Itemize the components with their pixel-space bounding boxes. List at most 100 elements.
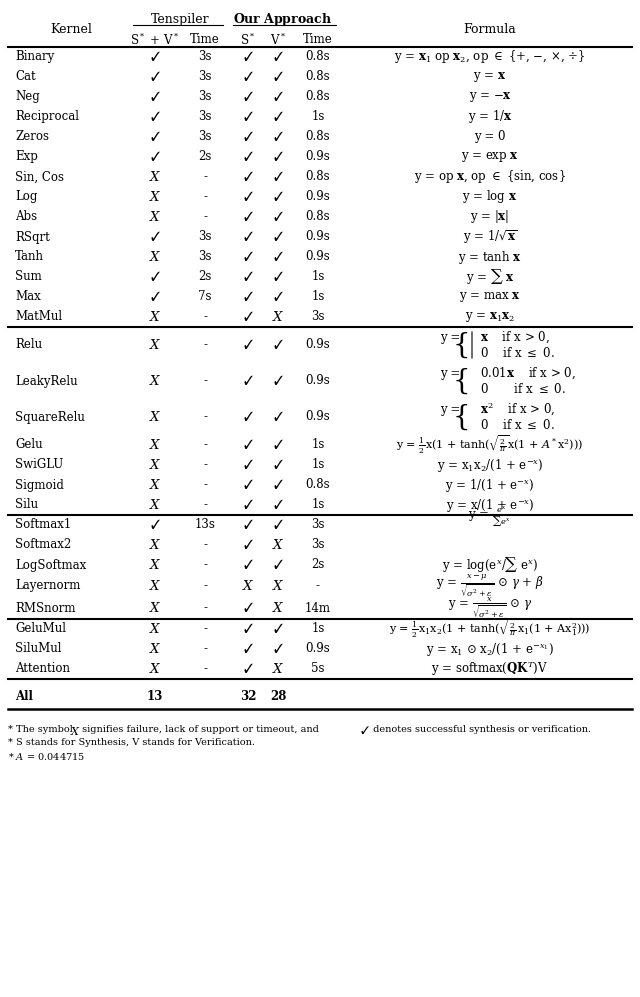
Text: $\checkmark$: $\checkmark$ [243,478,253,492]
Text: Exp: Exp [15,151,38,164]
Text: Softmax2: Softmax2 [15,538,71,551]
Text: 1s: 1s [311,498,324,511]
Text: $\checkmark$: $\checkmark$ [243,250,253,264]
Text: $\checkmark$: $\checkmark$ [273,150,284,164]
Text: $\checkmark$: $\checkmark$ [273,170,284,184]
Text: -: - [203,339,207,352]
Text: y = x$_1$x$_2$/(1 + e$^{-x}$): y = x$_1$x$_2$/(1 + e$^{-x}$) [436,457,543,474]
Text: -: - [203,170,207,183]
Text: SquareRelu: SquareRelu [15,411,85,424]
Text: $\checkmark$: $\checkmark$ [273,290,284,304]
Text: $\checkmark$: $\checkmark$ [243,310,253,324]
Text: $\checkmark$: $\checkmark$ [150,70,161,84]
Text: Max: Max [15,290,41,303]
Text: $\mathbf{\mathit{X}}$: $\mathbf{\mathit{X}}$ [148,662,161,676]
Text: SwiGLU: SwiGLU [15,459,63,472]
Text: $\checkmark$: $\checkmark$ [273,90,284,104]
Text: y = |$\mathbf{x}$|: y = |$\mathbf{x}$| [470,208,509,225]
Text: $\mathit{\mathbf{Our\ Approach}}$: $\mathit{\mathbf{Our\ Approach}}$ [234,12,333,29]
Text: 3s: 3s [198,131,212,144]
Text: $\checkmark$: $\checkmark$ [243,50,253,64]
Text: y = exp $\mathbf{x}$: y = exp $\mathbf{x}$ [461,150,519,164]
Text: $\mathbf{\mathit{X}}$: $\mathbf{\mathit{X}}$ [70,725,81,737]
Text: LeakyRelu: LeakyRelu [15,375,77,388]
Text: 0    if x $\leq$ 0.: 0 if x $\leq$ 0. [480,346,555,360]
Text: $\mathbf{\mathit{X}}$: $\mathbf{\mathit{X}}$ [148,338,161,352]
Text: Softmax1: Softmax1 [15,518,71,531]
Text: Reciprocal: Reciprocal [15,111,79,124]
Text: $\mathbf{x}$    if x > 0,: $\mathbf{x}$ if x > 0, [480,329,550,345]
Text: $\mathbf{\mathit{X}}$: $\mathbf{\mathit{X}}$ [271,579,284,593]
Text: -: - [203,375,207,388]
Text: 0.8s: 0.8s [306,91,330,104]
Text: Tanh: Tanh [15,250,44,263]
Text: -: - [203,601,207,614]
Text: 28: 28 [270,691,286,704]
Text: V$^*$: V$^*$ [270,32,286,48]
Text: $\mathbf{\mathit{X}}$: $\mathbf{\mathit{X}}$ [148,538,161,552]
Text: y = x$_1$ $\odot$ x$_2$/(1 + e$^{-x_1}$): y = x$_1$ $\odot$ x$_2$/(1 + e$^{-x_1}$) [426,640,554,657]
Text: $\mathbf{\mathit{X}}$: $\mathbf{\mathit{X}}$ [148,642,161,656]
Text: Relu: Relu [15,339,42,352]
Text: 3s: 3s [198,71,212,84]
Text: $\checkmark$: $\checkmark$ [243,642,253,656]
Text: y =: y = [440,367,460,380]
Text: Attention: Attention [15,662,70,676]
Text: $\checkmark$: $\checkmark$ [243,230,253,244]
Text: $\checkmark$: $\checkmark$ [273,558,284,572]
Text: All: All [15,691,33,704]
Text: -: - [203,479,207,492]
Text: y = $\frac{x - \mu}{\sqrt{\sigma^2 + \epsilon}}$ $\odot$ $\gamma$ + $\beta$: y = $\frac{x - \mu}{\sqrt{\sigma^2 + \ep… [436,572,544,599]
Text: $\checkmark$: $\checkmark$ [243,130,253,144]
Text: SiluMul: SiluMul [15,642,61,655]
Text: $\checkmark$: $\checkmark$ [150,230,161,244]
Text: 13s: 13s [195,518,216,531]
Text: MatMul: MatMul [15,310,62,323]
Text: y =: y = [440,330,460,344]
Text: S$^*$ + V$^*$: S$^*$ + V$^*$ [131,32,180,48]
Text: 3s: 3s [198,91,212,104]
Text: Sum: Sum [15,270,42,283]
Text: 2s: 2s [198,151,212,164]
Text: 0.8s: 0.8s [306,131,330,144]
Text: $\checkmark$: $\checkmark$ [150,110,161,124]
Text: $\mathbf{\mathit{X}}$: $\mathbf{\mathit{X}}$ [148,310,161,324]
Text: $\checkmark$: $\checkmark$ [150,90,161,104]
Text: $\checkmark$: $\checkmark$ [243,170,253,184]
Text: 0.9s: 0.9s [306,190,330,203]
Text: y = $\sum$ $\mathbf{x}$: y = $\sum$ $\mathbf{x}$ [466,267,515,286]
Text: $\checkmark$: $\checkmark$ [273,338,284,352]
Text: 0.9s: 0.9s [306,151,330,164]
Text: $\checkmark$: $\checkmark$ [150,150,161,164]
Text: $\mathbf{\mathit{X}}$: $\mathbf{\mathit{X}}$ [148,622,161,636]
Text: $\checkmark$: $\checkmark$ [150,518,161,532]
Text: $\checkmark$: $\checkmark$ [243,518,253,532]
Text: $\checkmark$: $\checkmark$ [273,250,284,264]
Text: $\mathbf{\mathit{X}}$: $\mathbf{\mathit{X}}$ [148,170,161,184]
Text: $\checkmark$: $\checkmark$ [150,270,161,284]
Text: $\checkmark$: $\checkmark$ [273,270,284,284]
Text: y = softmax($\mathbf{QK}^T$)V: y = softmax($\mathbf{QK}^T$)V [431,660,548,678]
Text: $\checkmark$: $\checkmark$ [243,338,253,352]
Text: -: - [203,210,207,223]
Text: $\checkmark$: $\checkmark$ [273,438,284,452]
Text: $\checkmark$: $\checkmark$ [243,662,253,676]
Text: 3s: 3s [311,310,324,323]
Text: $\mathbf{\mathit{X}}$: $\mathbf{\mathit{X}}$ [148,478,161,492]
Text: $\checkmark$: $\checkmark$ [243,70,253,84]
Text: * The symbol: * The symbol [8,725,76,734]
Text: y = x/(1 + e$^{-x}$): y = x/(1 + e$^{-x}$) [445,497,534,513]
Text: y = 1/$\sqrt{\mathbf{x}}$: y = 1/$\sqrt{\mathbf{x}}$ [463,228,517,246]
Text: $\checkmark$: $\checkmark$ [243,190,253,204]
Text: $\checkmark$: $\checkmark$ [243,438,253,452]
Text: $\mathbf{\mathit{X}}$: $\mathbf{\mathit{X}}$ [148,438,161,452]
Text: 1s: 1s [311,270,324,283]
Text: $\checkmark$: $\checkmark$ [243,110,253,124]
Text: Zeros: Zeros [15,131,49,144]
Text: 0.9s: 0.9s [306,339,330,352]
Text: $\checkmark$: $\checkmark$ [150,130,161,144]
Text: $\mathbf{\mathit{X}}$: $\mathbf{\mathit{X}}$ [148,601,161,615]
Text: y = $\frac{1}{2}$x(1 + tanh($\sqrt{\frac{2}{\pi}}$x(1 + $A^*$x$^2$))): y = $\frac{1}{2}$x(1 + tanh($\sqrt{\frac… [396,434,584,456]
Text: $\checkmark$: $\checkmark$ [243,498,253,512]
Text: 0.9s: 0.9s [306,250,330,263]
